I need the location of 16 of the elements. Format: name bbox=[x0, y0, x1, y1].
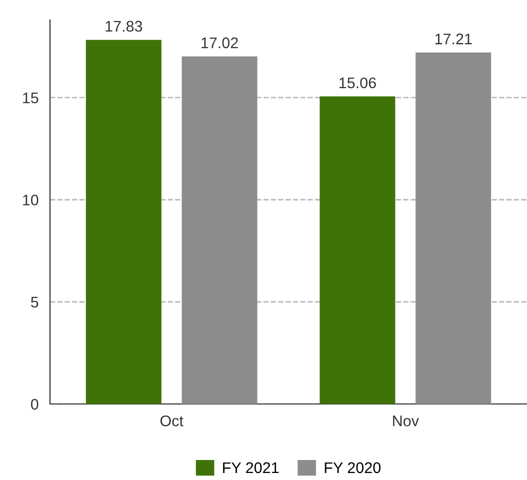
legend-label: FY 2021 bbox=[223, 462, 279, 474]
bar bbox=[182, 56, 258, 404]
legend-label: FY 2020 bbox=[324, 462, 381, 474]
bar bbox=[416, 52, 492, 404]
x-tick-label: Nov bbox=[393, 416, 419, 426]
x-tick-label: Oct bbox=[160, 416, 184, 426]
bar bbox=[320, 96, 396, 404]
data-label: 17.21 bbox=[435, 34, 472, 44]
y-tick-label: 5 bbox=[31, 296, 38, 308]
y-tick-label: 10 bbox=[23, 194, 38, 206]
y-tick-label: 0 bbox=[30, 398, 38, 410]
data-label: 15.06 bbox=[340, 77, 376, 88]
data-label: 17.02 bbox=[202, 37, 238, 48]
y-tick-label: 15 bbox=[23, 92, 38, 104]
data-label: 17.83 bbox=[106, 20, 142, 32]
bar bbox=[86, 40, 162, 404]
